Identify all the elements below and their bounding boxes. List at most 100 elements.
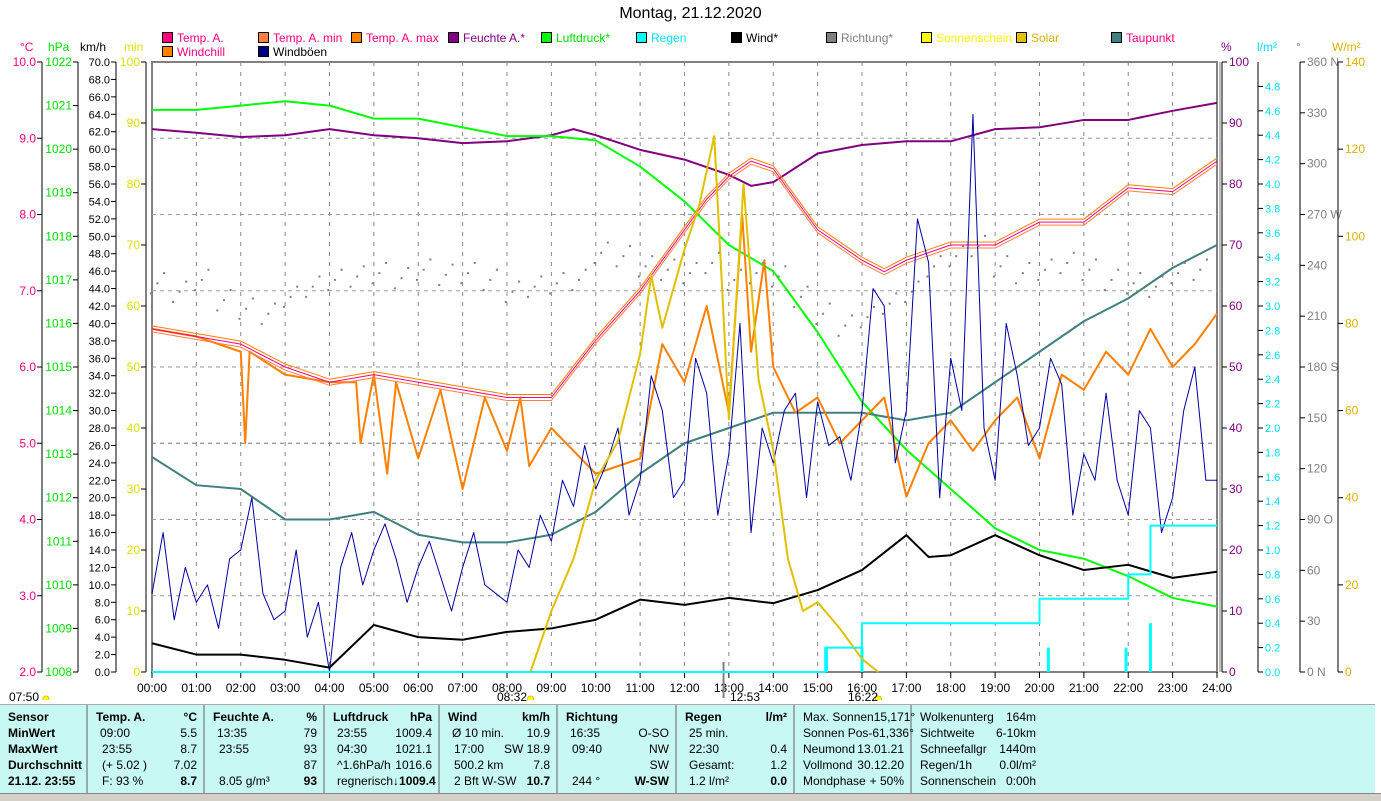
axis-label-wm2: 120 [1345,142,1365,156]
axis-label-lm2: 2.8 [1265,325,1280,337]
axis-label-kmh: 4.0 [95,632,110,644]
legend-item: Richtung* [826,31,893,45]
status-bar [0,793,1381,801]
axis-label-lm2: 2.6 [1265,350,1280,362]
direction-point [340,268,343,271]
x-tick-label: 15:00 [803,681,833,695]
axis-label-lm2: 0.6 [1265,594,1280,606]
axis-label-hpa: 1021 [45,99,72,113]
direction-point [495,268,498,271]
sun-up-marker [527,695,535,700]
temp-value: 7.02 [173,758,197,772]
axis-label-kmh: 70.0 [89,57,110,69]
axis-label-kmh: 2.0 [95,650,110,662]
axis-label-c: 7.0 [19,284,36,298]
direction-point [171,300,174,303]
direction-point [416,278,419,281]
direction-point [762,261,765,264]
axis-label-wm2: 20 [1345,578,1359,592]
axis-label-lm2: 1.2 [1265,521,1280,533]
regen-header: Regen [685,710,722,724]
axis-label-c: 10.0 [13,55,37,69]
astro-value: + 50% [869,774,904,788]
axis-label-wm2: 140 [1345,55,1365,69]
direction-point [637,275,640,278]
axis-label-c: 8.0 [19,208,36,222]
regen-cell: 1.2 l/m² [689,774,730,788]
direction-point [850,314,853,317]
axis-label-deg: 0 N [1307,665,1326,679]
direction-point [149,292,152,295]
axis-label-lm2: 4.2 [1265,155,1280,167]
legend-label: Luftdruck* [556,31,611,45]
x-tick-label: 13:00 [714,681,744,695]
legend-item: Temp. A. max [351,31,439,45]
direction-point [939,255,942,258]
legend-swatch [1016,32,1027,43]
x-tick-label: 16:00 [847,681,877,695]
druck-cell: regnerisch [337,774,394,788]
axis-label-lm2: 3.8 [1265,203,1280,215]
x-tick-label: 08:00 [492,681,522,695]
axis-label-pct: 100 [1229,55,1249,69]
regen-unit: l/m² [765,710,787,724]
x-tick-label: 06:00 [403,681,433,695]
x-tick-label: 19:00 [980,681,1010,695]
axis-label-hpa: 1020 [45,142,72,156]
wind-value: 10.9 [526,726,550,740]
direction-point [562,272,565,275]
direction-point [992,275,995,278]
legend-label: Taupunkt [1126,31,1175,45]
legend-item: Windchill [162,45,225,59]
direction-point [473,261,476,264]
direction-point [873,306,876,308]
direction-point [1110,278,1113,281]
temp-value: 8.7 [180,774,197,788]
direction-point [438,283,441,286]
sunrise-marker [42,695,50,700]
direction-point [1021,272,1024,275]
x-tick-label: 24:00 [1202,681,1232,695]
astro-value: 15,171° [873,710,916,724]
direction-point [251,297,254,300]
direction-point [999,265,1002,268]
direction-point [156,282,159,285]
x-tick-label: 01:00 [181,681,211,695]
series-solar [529,135,880,673]
axis-label-min: 30 [127,482,141,496]
direction-point [926,275,929,278]
axis-label-kmh: 12.0 [89,562,110,574]
axis-label-lm2: 4.0 [1265,179,1280,191]
direction-point [933,265,935,268]
axis-label-deg: 90 O [1307,513,1333,527]
direction-point [1103,289,1106,292]
axis-label-hpa: 1015 [45,360,72,374]
axis-label-kmh: 60.0 [89,144,110,156]
axis-label-kmh: 14.0 [89,545,110,557]
axis-label-pct: 0 [1229,665,1236,679]
axis-label-deg: 60 [1307,563,1321,577]
extra-label: Schneefallgr [920,742,987,756]
col-wind: Wind km/h Ø 10 min. 10.9 17:00 SW 18.9 500.2 k… [440,705,558,793]
axis-label-kmh: 26.0 [89,440,110,452]
unit-percent: % [1221,40,1232,54]
direction-point [185,280,188,283]
direction-point [1183,261,1186,264]
direction-point [748,282,751,285]
axis-label-kmh: 10.0 [89,580,110,592]
direction-point [682,282,685,285]
sunset-marker [874,695,882,700]
axis-label-kmh: 48.0 [89,249,110,261]
direction-point [1043,268,1046,271]
axis-label-kmh: 66.0 [89,92,110,104]
legend-swatch [162,32,173,43]
axis-label-wm2: 80 [1345,316,1359,330]
astro-value: 30.12.20 [857,758,904,772]
direction-point [615,265,618,268]
astro-label: Max. Sonnen [803,710,874,724]
direction-point [1006,255,1009,258]
axis-label-pct: 30 [1229,482,1243,496]
extra-label: Sonnenschein [920,774,997,788]
direction-point [1154,285,1157,288]
direction-point [666,268,669,271]
